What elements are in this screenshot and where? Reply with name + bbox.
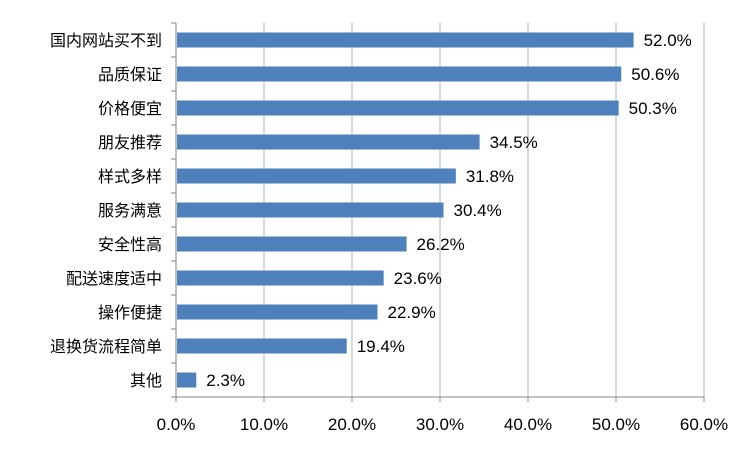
x-tick-label: 20.0% (328, 415, 376, 434)
category-label: 样式多样 (98, 167, 162, 186)
bar (177, 32, 634, 48)
category-label: 其他 (130, 371, 162, 390)
x-tick-label: 40.0% (504, 415, 552, 434)
bar (177, 202, 444, 218)
bar (177, 304, 378, 320)
data-label: 31.8% (466, 167, 514, 186)
category-label: 服务满意 (98, 201, 162, 220)
category-label: 配送速度适中 (66, 269, 162, 288)
bar (177, 66, 622, 82)
x-tick-label: 0.0% (157, 415, 196, 434)
axes (171, 22, 705, 402)
bars (177, 32, 634, 388)
bar (177, 168, 456, 184)
data-label: 50.3% (629, 99, 677, 118)
bar (177, 134, 480, 150)
x-tick-label: 10.0% (240, 415, 288, 434)
labels: 0.0% 10.0% 20.0% 30.0% 40.0% 50.0% 60.0% 国内网站买不… (50, 31, 728, 434)
category-label: 退换货流程简单 (50, 337, 162, 356)
data-label: 2.3% (206, 371, 245, 390)
category-label: 国内网站买不到 (50, 31, 162, 50)
data-label: 19.4% (357, 337, 405, 356)
bar (177, 270, 384, 286)
data-label: 52.0% (644, 31, 692, 50)
bar (177, 100, 619, 116)
category-label: 价格便宜 (98, 99, 162, 118)
bar (177, 236, 407, 252)
data-label: 26.2% (417, 235, 465, 254)
bar (177, 372, 197, 388)
category-label: 安全性高 (98, 235, 162, 254)
category-label: 品质保证 (98, 65, 162, 84)
category-label: 朋友推荐 (98, 133, 162, 152)
x-tick-label: 30.0% (416, 415, 464, 434)
data-label: 22.9% (388, 303, 436, 322)
x-tick-label: 50.0% (592, 415, 640, 434)
data-label: 30.4% (454, 201, 502, 220)
x-tick-label: 60.0% (680, 415, 728, 434)
data-label: 50.6% (631, 65, 679, 84)
data-label: 34.5% (490, 133, 538, 152)
bar (177, 338, 347, 354)
data-label: 23.6% (394, 269, 442, 288)
category-label: 操作便捷 (98, 303, 162, 322)
